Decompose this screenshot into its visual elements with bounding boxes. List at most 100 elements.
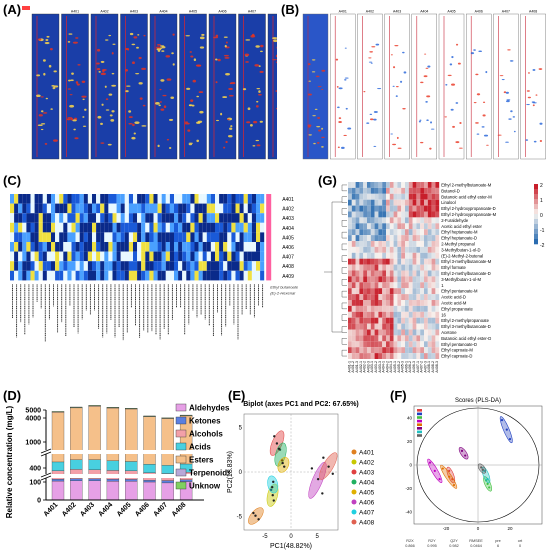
- heatmap-cell: [412, 246, 417, 253]
- fingerprint-cell: [219, 213, 224, 223]
- fingerprint-cell: [157, 194, 162, 204]
- heatmap-cell: [370, 211, 375, 218]
- legend-swatch: [417, 434, 422, 437]
- heatmap-cell: [412, 317, 417, 324]
- fingerprint-cell: [128, 270, 133, 281]
- heatmap-cell: [420, 217, 424, 224]
- fingerprint-cell: [182, 194, 187, 204]
- heatmap-cell: [424, 335, 428, 342]
- heatmap-cell: [405, 300, 409, 306]
- heatmap-row-label: (E)-2-Methyl-2-butenal: [441, 253, 483, 258]
- fingerprint-cell: [137, 222, 142, 233]
- heatmap-cell: [412, 205, 417, 212]
- dendrogram-branch: [341, 338, 347, 345]
- heatmap-row-label: Ethyl heptanoate-D: [441, 236, 477, 241]
- heatmap-cell: [397, 270, 402, 277]
- heatmap-cell: [374, 329, 379, 336]
- fingerprint-cell: [194, 203, 199, 214]
- spectrum-peak: [69, 94, 73, 96]
- fingerprint-cell: [34, 194, 39, 204]
- difference-sample-label: A404: [420, 10, 428, 14]
- heatmap-cell: [359, 211, 364, 218]
- heatmap-row-label: Acetic acid ethyl ester: [441, 224, 482, 229]
- heatmap-cell: [397, 317, 402, 324]
- heatmap-cell: [427, 229, 432, 236]
- heatmap-cell: [374, 258, 379, 265]
- fingerprint-cell: [38, 270, 43, 281]
- fingerprint-cell: [79, 203, 84, 214]
- spectrum-peak: [256, 144, 261, 147]
- fingerprint-cell: [239, 270, 244, 281]
- heatmap-cell: [416, 193, 421, 200]
- spectrum-peak: [259, 70, 264, 73]
- spectrum-peak: [97, 115, 102, 119]
- fingerprint-cell: [42, 251, 47, 262]
- difference-peak: [509, 60, 514, 62]
- fingerprint-cell: [116, 213, 121, 223]
- heatmap-cell: [401, 329, 405, 336]
- heatmap-cell: [427, 264, 432, 271]
- heatmap-cell: [397, 323, 402, 330]
- fingerprint-cell: [141, 261, 146, 271]
- heatmap-cell: [401, 252, 405, 259]
- heatmap-cell: [412, 353, 417, 359]
- difference-peak: [363, 91, 366, 93]
- spectrum-peak: [138, 82, 143, 85]
- spectrum-peak: [249, 123, 253, 127]
- spectrum-peak: [77, 64, 81, 66]
- fingerprint-cell: [247, 203, 252, 214]
- heatmap-cell: [435, 246, 440, 253]
- heatmap-cell: [416, 341, 421, 348]
- heatmap-cell: [386, 223, 390, 230]
- fingerprint-cell: [14, 232, 19, 242]
- heatmap-cell: [424, 235, 428, 241]
- difference-peak: [482, 114, 486, 117]
- fingerprint-cell: [124, 222, 129, 233]
- fingerprint-cell: [227, 213, 232, 223]
- heatmap-cell: [367, 264, 371, 271]
- heatmap-cell: [401, 235, 405, 241]
- heatmap-cell: [370, 282, 375, 289]
- spectrum-sample-label: A406: [218, 10, 226, 14]
- spectrum-peak: [222, 96, 228, 99]
- heatmap-cell: [355, 182, 360, 188]
- fingerprint-cell: [153, 213, 158, 223]
- heatmap-cell: [378, 288, 383, 295]
- scale-tick: 2: [540, 183, 543, 189]
- heatmap-cell: [412, 347, 417, 354]
- fingerprint-cell: [46, 213, 51, 223]
- heatmap-cell: [367, 335, 371, 342]
- fingerprint-cell: [133, 251, 138, 262]
- fingerprint-cell: [22, 242, 27, 252]
- heatmap-cell: [367, 211, 371, 218]
- difference-peak: [308, 80, 312, 82]
- heatmap-column-label: A406-2: [408, 361, 412, 373]
- fingerprint-cell: [141, 270, 146, 281]
- heatmap-cell: [431, 282, 436, 289]
- fingerprint-cell: [59, 213, 64, 223]
- bar-segment: [106, 407, 120, 408]
- heatmap-cell: [363, 199, 367, 206]
- difference-peak: [392, 85, 395, 87]
- spectrum-peak: [105, 98, 109, 101]
- heatmap-cell: [359, 193, 364, 200]
- fingerprint-cell: [182, 261, 187, 271]
- heatmap-cell: [405, 241, 409, 247]
- fingerprint-cell: [79, 232, 84, 242]
- heatmap-cell: [424, 305, 428, 312]
- heatmap-cell: [389, 241, 394, 247]
- heatmap-cell: [355, 199, 360, 206]
- fingerprint-cell: [235, 194, 240, 204]
- fingerprint-cell: [14, 261, 19, 271]
- bar-segment: [70, 478, 83, 481]
- heatmap-cell: [374, 300, 379, 306]
- heatmap-cell: [389, 199, 394, 206]
- heatmap-cell: [382, 205, 386, 212]
- heatmap-cell: [405, 329, 409, 336]
- difference-peak: [400, 80, 403, 83]
- fingerprint-cell: [112, 232, 117, 242]
- heatmap-cell: [363, 311, 367, 318]
- heatmap-cell: [378, 335, 383, 342]
- heatmap-cell: [416, 270, 421, 277]
- fingerprint-cell: [46, 251, 51, 262]
